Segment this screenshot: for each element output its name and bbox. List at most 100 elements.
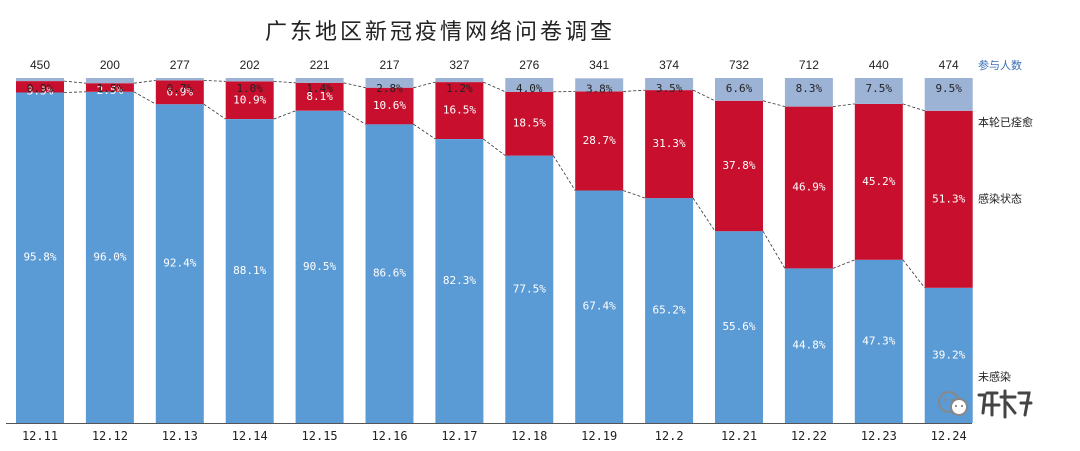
axis-layer: 12.11 12.12 12.13 12.14 12.15 12.16 12.17 12.18…: [6, 423, 972, 443]
connectors-layer: [63, 80, 926, 289]
bar-segment-recovered-7: [435, 78, 484, 83]
data-label-recovered: 1.4%: [306, 82, 333, 95]
connector-line: [483, 81, 506, 93]
data-label-uninfected: 44.8%: [792, 339, 825, 352]
connector-line: [692, 197, 716, 232]
data-label-infected: 46.9%: [792, 181, 825, 194]
x-tick-label: 12.19: [581, 429, 617, 443]
bar-segment-recovered-5: [295, 78, 344, 83]
data-label-recovered: 1.2%: [446, 82, 473, 95]
data-label-uninfected: 88.1%: [233, 264, 266, 277]
participant-count: 341: [589, 58, 609, 72]
data-label-recovered: 2.8%: [376, 82, 403, 95]
connector-line: [762, 230, 786, 269]
data-label-uninfected: 90.5%: [303, 260, 336, 273]
participant-count: 217: [379, 58, 399, 72]
bar-segment-infected-10: [645, 90, 694, 199]
wechat-watermark-icon: [938, 389, 1033, 419]
data-label-infected: 8.1%: [306, 90, 333, 103]
data-label-uninfected: 47.3%: [862, 334, 895, 347]
bar-segment-recovered-4: [225, 78, 274, 82]
data-label-infected: 10.9%: [233, 93, 266, 106]
chart-title: 广东地区新冠疫情网络问卷调查: [264, 20, 615, 45]
bar-segment-infected-12: [784, 106, 833, 269]
x-tick-label: 12.2: [655, 429, 684, 443]
connector-line: [832, 259, 855, 269]
bar-segment-infected-4: [225, 81, 274, 119]
participant-count: 732: [729, 58, 749, 72]
bar-segment-infected-14: [924, 110, 973, 288]
x-tick-label: 12.16: [371, 429, 407, 443]
connector-line: [413, 123, 436, 140]
connector-line: [762, 100, 786, 107]
connector-line: [902, 259, 926, 289]
x-tick-label: 12.22: [791, 429, 827, 443]
x-tick-label: 12.13: [162, 429, 198, 443]
participant-count: 276: [519, 58, 539, 72]
connector-line: [413, 81, 436, 89]
connector-line: [832, 103, 855, 107]
bar-segment-uninfected-3: [155, 104, 204, 423]
bar-segment-uninfected-2: [85, 91, 134, 424]
participant-count: 221: [310, 58, 330, 72]
legend-label-infected: 感染状态: [978, 191, 1022, 205]
data-label-recovered: 4.0%: [516, 82, 543, 95]
data-label-infected: 28.7%: [583, 134, 616, 147]
x-tick-label: 12.21: [721, 429, 757, 443]
data-label-recovered: 9.5%: [935, 82, 962, 95]
data-label-uninfected: 39.2%: [932, 348, 965, 361]
bar-segment-uninfected-5: [295, 110, 344, 424]
legend-label-recovered: 本轮已痊愈: [978, 115, 1033, 129]
participant-count: 202: [240, 58, 260, 72]
data-label-recovered: 1.0%: [236, 82, 263, 95]
bar-segment-uninfected-1: [16, 92, 64, 423]
participant-count: 200: [100, 58, 120, 72]
connector-line: [133, 80, 156, 84]
bar-segment-infected-13: [854, 103, 903, 260]
connector-line: [902, 103, 925, 112]
bar-segment-infected-3: [155, 80, 204, 105]
data-label-infected: 3.3%: [27, 85, 54, 98]
participant-count: 474: [939, 58, 959, 72]
participant-count: 327: [449, 58, 469, 72]
bar-segment-recovered-3: [155, 78, 204, 81]
bar-segment-uninfected-10: [645, 198, 694, 423]
bar-segment-infected-8: [505, 91, 554, 156]
x-tick-label: 12.23: [861, 429, 897, 443]
data-label-infected: 6.9%: [167, 85, 194, 98]
data-label-uninfected: 82.3%: [443, 274, 476, 287]
connector-line: [623, 89, 646, 92]
connector-line: [133, 91, 156, 105]
bar-segment-recovered-8: [505, 78, 554, 92]
data-label-uninfected: 55.6%: [722, 320, 755, 333]
data-label-uninfected: 67.4%: [583, 300, 616, 313]
connector-line: [63, 91, 86, 93]
data-label-infected: 18.5%: [513, 117, 546, 130]
connector-line: [483, 138, 506, 156]
data-label-recovered: 7.5%: [866, 82, 893, 95]
data-label-infected: 31.3%: [653, 137, 686, 150]
bar-segment-recovered-9: [575, 78, 624, 92]
data-label-infected: 45.2%: [862, 175, 895, 188]
bar-segment-uninfected-11: [715, 231, 763, 423]
data-label-recovered: 0.9%: [27, 82, 54, 95]
bar-segment-uninfected-13: [854, 259, 903, 423]
bar-segment-recovered-11: [715, 78, 763, 101]
connector-line: [692, 89, 716, 102]
bar-segment-infected-7: [435, 82, 484, 139]
data-label-uninfected: 95.8%: [23, 251, 56, 264]
data-label-recovered: 3.5%: [656, 82, 683, 95]
data-label-infected: 16.5%: [443, 104, 476, 117]
bar-segment-infected-1: [16, 81, 64, 93]
data-label-recovered: 6.6%: [726, 82, 753, 95]
participant-count: 712: [799, 58, 819, 72]
data-label-recovered: 1.5%: [97, 82, 124, 95]
connector-line: [203, 103, 226, 120]
connector-line: [552, 155, 576, 191]
bar-segment-infected-11: [715, 100, 763, 232]
x-tick-label: 12.17: [441, 429, 477, 443]
participant-count: 374: [659, 58, 679, 72]
bar-segment-recovered-2: [85, 78, 134, 84]
participants-legend-label: 参与人数: [978, 58, 1022, 72]
